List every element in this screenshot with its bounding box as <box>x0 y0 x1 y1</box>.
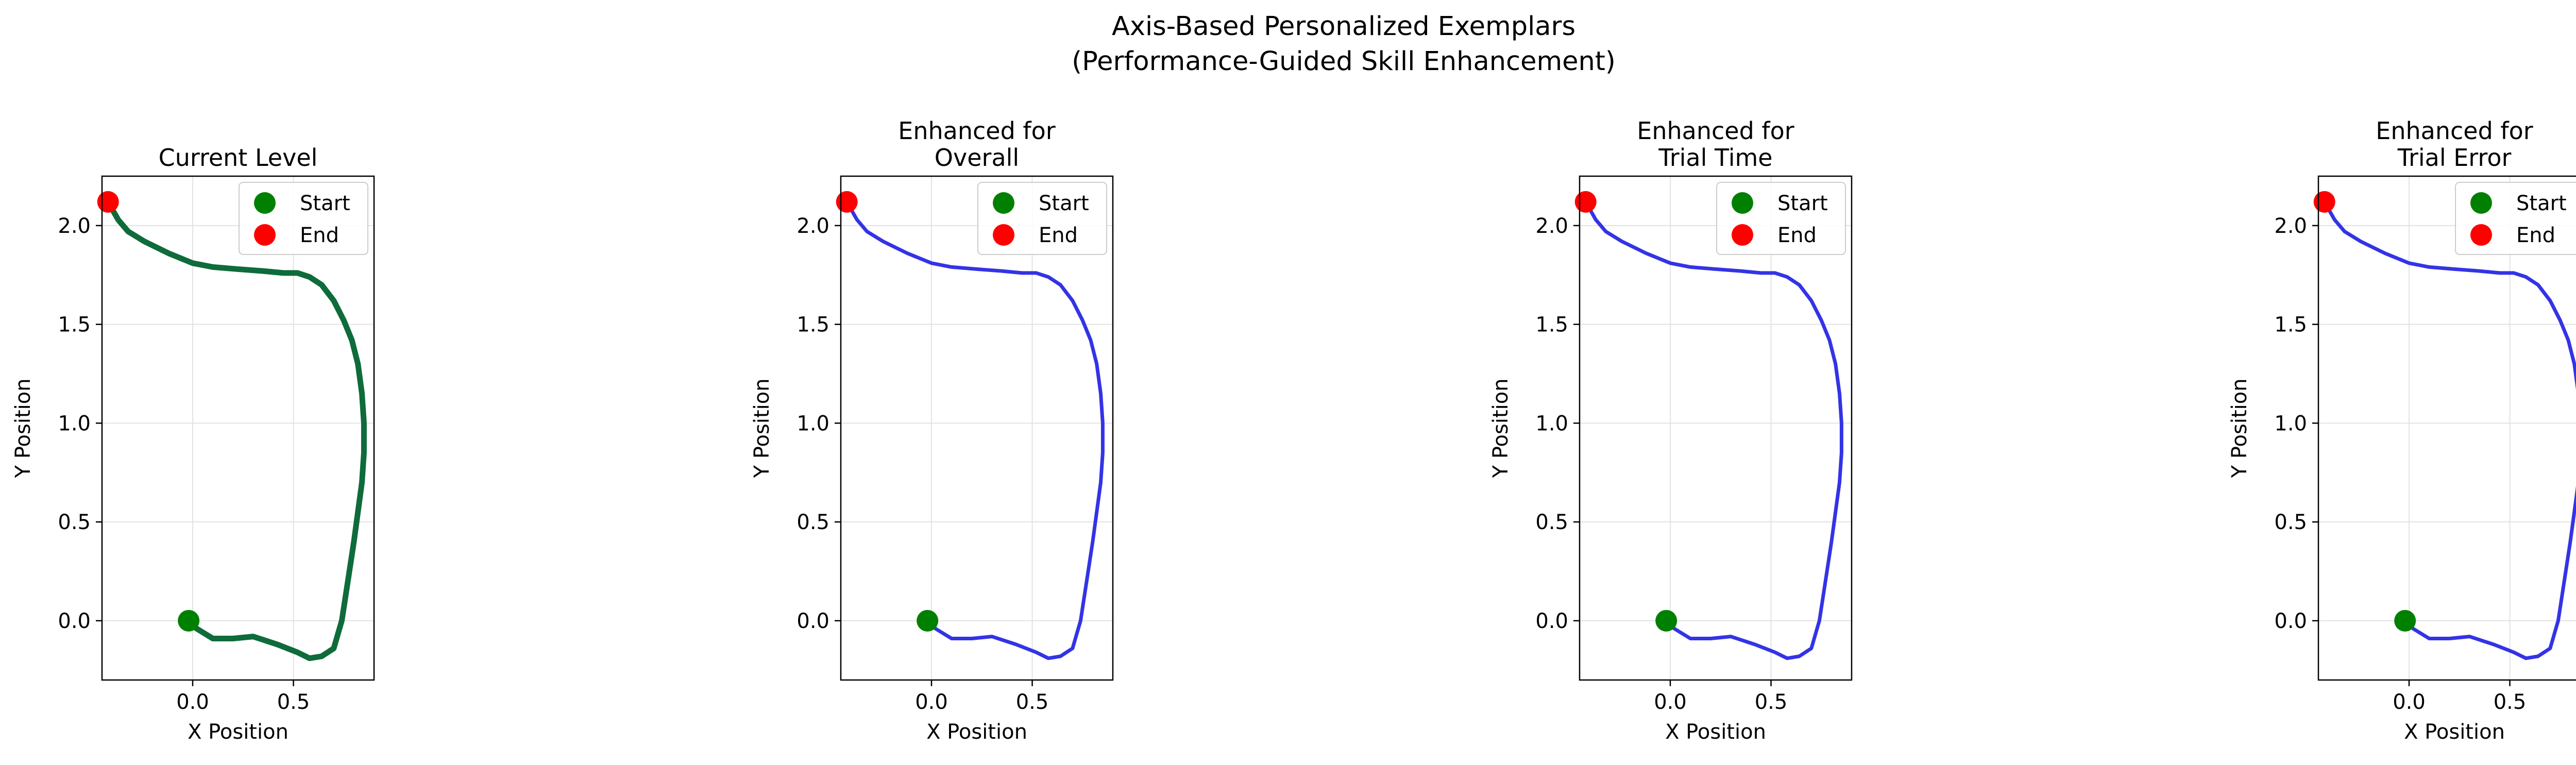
y-tick-label: 1.0 <box>2274 412 2307 435</box>
legend-marker-start <box>1732 192 1753 214</box>
legend-marker-start <box>2470 192 2492 214</box>
axes-frame <box>1579 175 1853 681</box>
y-tick-label: 0.0 <box>2274 609 2307 633</box>
axes-frame <box>840 175 1114 681</box>
y-axis-label: Y Position <box>1489 379 1513 479</box>
start-point <box>2394 609 2416 632</box>
legend-marker-start <box>993 192 1014 214</box>
subplot-title-line-1: Enhanced for <box>898 117 1055 145</box>
y-tick-label: 0.5 <box>796 511 829 534</box>
end-point <box>1574 191 1597 213</box>
subplot-title-line-2: Overall <box>935 144 1019 172</box>
y-tick-label: 0.0 <box>58 609 91 633</box>
legend-label-start: Start <box>2516 192 2567 215</box>
y-tick-label: 1.5 <box>58 313 91 337</box>
y-tick-label: 0.5 <box>1535 511 1568 534</box>
x-tick-label: 0.0 <box>176 690 209 714</box>
legend-label-end: End <box>300 224 339 247</box>
legend-marker-end <box>2470 224 2492 246</box>
y-axis-label: Y Position <box>11 379 35 479</box>
trajectory-line <box>1584 200 1843 660</box>
legend-marker-end <box>254 224 276 246</box>
x-tick-label: 0.5 <box>1755 690 1788 714</box>
subplot-title-line-2: Trial Time <box>1658 144 1772 172</box>
legend-label-end: End <box>1039 224 1078 247</box>
end-point <box>836 191 858 213</box>
y-tick-label: 1.5 <box>1535 313 1568 337</box>
start-point <box>1655 609 1677 632</box>
x-axis-label: X Position <box>188 720 289 744</box>
x-tick-label: 0.5 <box>1016 690 1049 714</box>
x-tick-label: 0.5 <box>277 690 310 714</box>
y-tick-label: 1.5 <box>2274 313 2307 337</box>
subplots: Current Level 0.0 0.5 0.0 0.5 1.0 1.5 2.0 X Posi… <box>11 117 2576 744</box>
y-tick-label: 0.0 <box>1535 609 1568 633</box>
trajectory-line <box>2323 200 2576 660</box>
x-tick-label: 0.0 <box>915 690 948 714</box>
end-point <box>97 191 119 213</box>
x-axis-label: X Position <box>926 720 1027 744</box>
start-point <box>917 609 939 632</box>
legend: Start End <box>977 182 1107 255</box>
legend-label-start: Start <box>1039 192 1089 215</box>
y-tick-label: 2.0 <box>58 214 91 238</box>
legend-marker-end <box>993 224 1014 246</box>
x-tick-label: 0.0 <box>1654 690 1687 714</box>
legend: Start End <box>2455 182 2576 255</box>
subplot-title-line-1: Enhanced for <box>2376 117 2533 145</box>
x-tick-label: 0.0 <box>2393 690 2426 714</box>
figure-suptitle-line-1: Axis-Based Personalized Exemplars <box>1112 11 1575 42</box>
y-tick-label: 0.0 <box>796 609 829 633</box>
legend-label-end: End <box>2516 224 2555 247</box>
trajectory-line <box>105 199 367 661</box>
legend-label-end: End <box>1777 224 1817 247</box>
legend-marker-start <box>254 192 276 214</box>
y-tick-label: 1.5 <box>796 313 829 337</box>
x-axis-label: X Position <box>2404 720 2505 744</box>
figure-suptitle-line-2: (Performance-Guided Skill Enhancement) <box>1072 46 1615 77</box>
legend-label-start: Start <box>300 192 350 215</box>
legend-label-start: Start <box>1777 192 1828 215</box>
subplot-title-line-1: Enhanced for <box>1637 117 1794 145</box>
y-tick-label: 2.0 <box>2274 214 2307 238</box>
legend-marker-end <box>1732 224 1753 246</box>
y-axis-label: Y Position <box>2228 379 2251 479</box>
x-tick-label: 0.5 <box>2494 690 2527 714</box>
end-point <box>2313 191 2335 213</box>
axes-frame <box>101 175 375 681</box>
y-tick-label: 2.0 <box>1535 214 1568 238</box>
legend: Start End <box>1716 182 1846 255</box>
trajectory-line <box>845 200 1105 660</box>
y-tick-label: 1.0 <box>1535 412 1568 435</box>
start-point <box>178 609 200 632</box>
x-axis-label: X Position <box>1665 720 1766 744</box>
subplot-title-line-1: Current Level <box>159 144 318 172</box>
axes-frame <box>2317 175 2576 681</box>
subplot-1: Current Level 0.0 0.5 0.0 0.5 1.0 1.5 2.0 X Posi… <box>11 144 375 744</box>
y-tick-label: 1.0 <box>796 412 829 435</box>
legend: Start End <box>239 182 368 255</box>
subplot-title-line-2: Trial Error <box>2397 144 2512 172</box>
y-tick-label: 0.5 <box>58 511 91 534</box>
y-axis-label: Y Position <box>750 379 774 479</box>
y-tick-label: 1.0 <box>58 412 91 435</box>
y-tick-label: 0.5 <box>2274 511 2307 534</box>
y-tick-label: 2.0 <box>796 214 829 238</box>
